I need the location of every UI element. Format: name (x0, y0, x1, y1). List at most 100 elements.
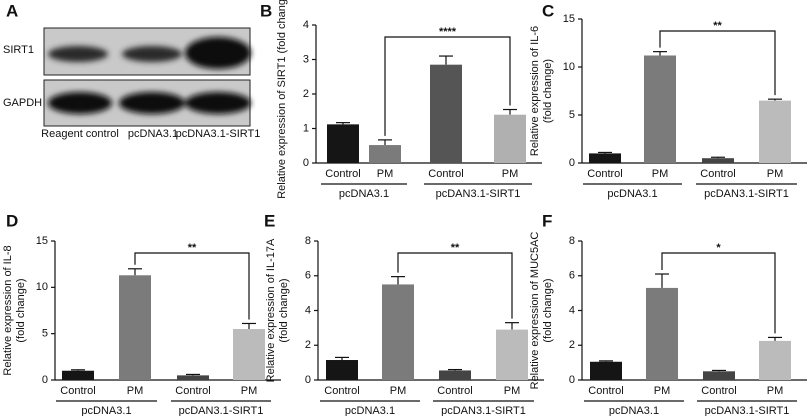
y-axis-label: (fold change) (15, 278, 27, 342)
y-tick-label: 3 (303, 53, 309, 65)
y-tick-label: 2 (303, 88, 309, 100)
group-label: pcDNA3.1 (81, 405, 131, 416)
significance-bracket (659, 30, 776, 96)
y-tick-label: 0 (569, 374, 575, 386)
y-axis-label: Relative expression of IL-6 (529, 26, 541, 156)
y-tick-label: 0 (42, 374, 48, 386)
x-tick-label: PM (390, 385, 407, 397)
x-tick-label: Control (325, 168, 360, 180)
bar (369, 145, 401, 163)
x-tick-label: Control (175, 385, 210, 397)
bar (702, 158, 734, 163)
y-tick-label: 0 (303, 157, 309, 169)
chart-panel: B Relative expression of SIRT1 (fold chan… (260, 0, 542, 200)
bar (326, 360, 358, 380)
y-tick-label: 8 (569, 235, 575, 247)
chart-panel: E Relative expression of IL-17A (fold chan… (264, 211, 544, 416)
x-tick-label: Control (700, 168, 735, 180)
bar (496, 329, 528, 380)
y-axis-label: Relative expression of IL-17A (265, 238, 277, 382)
y-axis-label: Relative expression of SIRT1 (fold chang… (276, 0, 288, 199)
lane-label: Reagent control (41, 128, 119, 140)
significance-label: ** (451, 242, 460, 254)
significance-bracket (134, 252, 250, 320)
bar (177, 375, 209, 380)
y-tick-label: 8 (305, 235, 311, 247)
bar (119, 275, 151, 380)
y-tick-label: 10 (36, 281, 48, 293)
y-tick-label: 0 (569, 157, 575, 169)
bar (703, 371, 735, 380)
group-label: pcDAN3.1-SIRT1 (704, 188, 789, 200)
bar (589, 153, 621, 163)
x-tick-label: Control (588, 385, 623, 397)
panel-label: F (542, 211, 552, 230)
bands (48, 37, 251, 114)
y-axis-label: (fold change) (278, 278, 290, 342)
x-tick-label: Control (587, 168, 622, 180)
significance-label: **** (439, 26, 457, 38)
bar (644, 55, 676, 164)
y-tick-label: 2 (569, 339, 575, 351)
panel-label: B (260, 1, 272, 20)
row-label: GAPDH (3, 97, 42, 109)
row-label: SIRT1 (3, 44, 34, 56)
y-tick-label: 2 (305, 339, 311, 351)
group-label: pcDNA3.1 (345, 405, 395, 416)
bar (430, 64, 462, 163)
group-label: pcDAN3.1-SIRT1 (179, 405, 264, 416)
significance-bracket (384, 36, 511, 136)
blot-panel: A SIRT1 GAPDH Reagent control pcDNA3.1 p… (3, 1, 260, 139)
significance-label: * (716, 242, 721, 254)
panel-label: E (264, 211, 275, 230)
x-tick-label: Control (60, 385, 95, 397)
x-tick-label: Control (324, 385, 359, 397)
bar (646, 287, 678, 380)
panel-label: A (6, 1, 18, 20)
group-label: pcDAN3.1-SIRT1 (441, 405, 526, 416)
bar (382, 284, 414, 380)
lane-label: pcDNA3.1-SIRT1 (176, 128, 261, 140)
x-tick-label: PM (502, 168, 519, 180)
bar (494, 114, 526, 163)
group-label: pcDNA3.1 (609, 405, 659, 416)
y-axis-label: Relative expression of IL-8 (2, 245, 14, 375)
y-tick-label: 10 (563, 61, 575, 73)
bar (439, 370, 471, 380)
x-tick-label: PM (767, 168, 784, 180)
y-tick-label: 5 (569, 109, 575, 121)
chart-panel: D Relative expression of IL-8 (fold change… (2, 211, 281, 416)
band (119, 92, 185, 114)
group-label: pcDAN3.1-SIRT1 (705, 405, 790, 416)
x-tick-label: PM (241, 385, 258, 397)
bar (233, 329, 265, 380)
lane-label: pcDNA3.1 (128, 128, 178, 140)
band (185, 92, 251, 114)
y-tick-label: 6 (569, 270, 575, 282)
y-tick-label: 1 (303, 122, 309, 134)
y-tick-label: 4 (303, 19, 309, 31)
group-label: pcDNA3.1 (607, 188, 657, 200)
bar (759, 340, 791, 380)
y-tick-label: 15 (36, 235, 48, 247)
panel-label: D (6, 211, 18, 230)
y-tick-label: 4 (569, 304, 575, 316)
bar (327, 124, 359, 163)
significance-bracket (397, 252, 513, 319)
bar (62, 370, 94, 380)
significance-bracket (661, 252, 776, 334)
group-label: pcDAN3.1-SIRT1 (436, 188, 521, 200)
y-axis-label: (fold change) (542, 59, 554, 123)
bar (759, 100, 791, 163)
y-axis-label: Relative expression of MUC5AC (529, 232, 541, 390)
band (48, 92, 112, 114)
x-tick-label: PM (652, 168, 669, 180)
x-tick-label: Control (701, 385, 736, 397)
significance-label: ** (713, 20, 722, 32)
x-tick-label: PM (377, 168, 394, 180)
panel-label: C (542, 1, 554, 20)
bar (590, 361, 622, 380)
